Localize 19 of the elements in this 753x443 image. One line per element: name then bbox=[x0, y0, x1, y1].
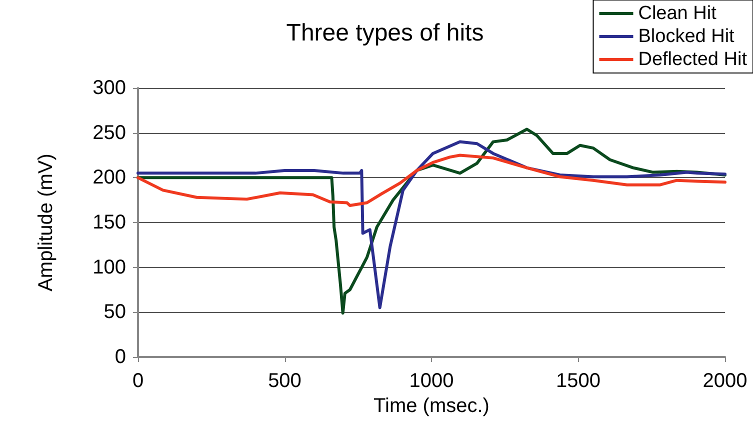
line-series bbox=[136, 154, 726, 207]
chart-title: Three types of hits bbox=[286, 20, 484, 46]
x-tick-label: 0 bbox=[132, 370, 144, 392]
y-axis-title: Amplitude (mV) bbox=[35, 154, 57, 292]
x-axis-title: Time (msec.) bbox=[374, 394, 490, 417]
y-tick-label: 50 bbox=[104, 301, 126, 324]
legend-label: Clean Hit bbox=[638, 3, 718, 24]
x-tick-label: 500 bbox=[268, 370, 302, 392]
y-tick-label: 150 bbox=[92, 212, 126, 234]
y-tick-label: 100 bbox=[92, 256, 126, 278]
y-tick-label: 300 bbox=[92, 77, 126, 99]
x-tick-label: 1500 bbox=[556, 370, 600, 392]
y-tick-label: 250 bbox=[92, 122, 126, 144]
x-tick-label: 2000 bbox=[702, 370, 748, 392]
legend-label: Deflected Hit bbox=[638, 49, 748, 70]
y-tick-label: 200 bbox=[92, 166, 126, 189]
legend-label: Blocked Hit bbox=[638, 26, 736, 47]
x-tick-label: 1000 bbox=[409, 370, 454, 392]
y-tick-label: 0 bbox=[114, 346, 126, 368]
